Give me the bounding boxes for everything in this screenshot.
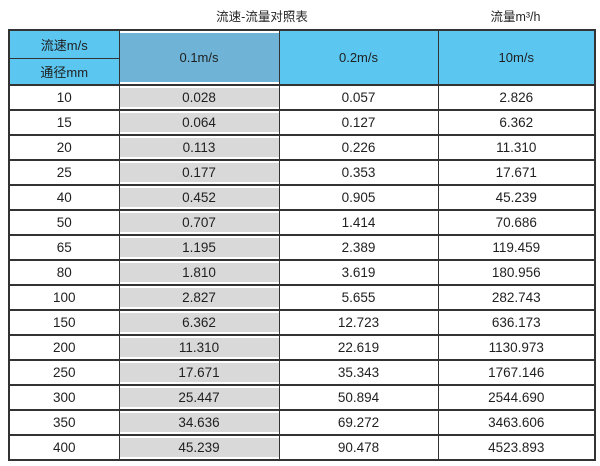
cell-v02: 0.127 (278, 109, 439, 136)
table-row: 150 6.362 12.723 636.173 (8, 309, 596, 336)
cell-v02: 0.353 (278, 159, 439, 186)
table-row: 15 0.064 0.127 6.362 (8, 109, 596, 136)
cell-v10: 17.671 (437, 159, 596, 186)
cell-dn: 65 (8, 234, 120, 261)
cell-dn: 50 (8, 209, 120, 236)
cell-v01: 0.177 (118, 159, 280, 186)
cell-dn: 25 (8, 159, 120, 186)
cell-dn: 40 (8, 184, 120, 211)
cell-dn: 80 (8, 259, 120, 286)
cell-v02: 90.478 (278, 434, 439, 461)
table-body: 10 0.028 0.057 2.826 15 0.064 0.127 6.36… (8, 84, 596, 461)
cell-v02: 5.655 (278, 284, 439, 311)
cell-dn: 250 (8, 359, 120, 386)
cell-v01: 11.310 (118, 334, 280, 361)
table-row: 350 34.636 69.272 3463.606 (8, 409, 596, 436)
table-row: 25 0.177 0.353 17.671 (8, 159, 596, 186)
cell-v10: 1767.146 (437, 359, 596, 386)
velocity-header-cell: 流速m/s (8, 29, 120, 59)
table-row: 80 1.810 3.619 180.956 (8, 259, 596, 286)
cell-dn: 10 (8, 84, 120, 111)
cell-v10: 119.459 (437, 234, 596, 261)
cell-v10: 2544.690 (437, 384, 596, 411)
cell-dn: 20 (8, 134, 120, 161)
cell-v10: 636.173 (437, 309, 596, 336)
cell-v10: 70.686 (437, 209, 596, 236)
cell-dn: 400 (8, 434, 120, 461)
column-header-0-1ms: 0.1m/s (118, 29, 280, 86)
cell-v02: 50.894 (278, 384, 439, 411)
header-row-velocity: 流速m/s 0.1m/s 0.2m/s 10m/s (8, 29, 596, 86)
cell-v02: 69.272 (278, 409, 439, 436)
cell-v01: 2.827 (118, 284, 280, 311)
table-title: 流速-流量对照表 (216, 10, 308, 24)
cell-v01: 25.447 (118, 384, 280, 411)
table-row: 300 25.447 50.894 2544.690 (8, 384, 596, 411)
cell-v02: 0.057 (278, 84, 439, 111)
table-row: 50 0.707 1.414 70.686 (8, 209, 596, 236)
cell-v10: 6.362 (437, 109, 596, 136)
table-row: 40 0.452 0.905 45.239 (8, 184, 596, 211)
cell-v10: 11.310 (437, 134, 596, 161)
cell-v02: 12.723 (278, 309, 439, 336)
cell-dn: 300 (8, 384, 120, 411)
cell-v02: 3.619 (278, 259, 439, 286)
column-header-10ms: 10m/s (437, 29, 596, 86)
cell-v01: 0.064 (118, 109, 280, 136)
title-bar: 流速-流量对照表 流量m³/h (0, 0, 600, 29)
flow-comparison-table: 流速m/s 0.1m/s 0.2m/s 10m/s 通径mm 10 0.028 … (8, 29, 596, 461)
cell-v10: 4523.893 (437, 434, 596, 461)
cell-v02: 2.389 (278, 234, 439, 261)
table-row: 10 0.028 0.057 2.826 (8, 84, 596, 111)
cell-v02: 35.343 (278, 359, 439, 386)
table-header: 流速m/s 0.1m/s 0.2m/s 10m/s 通径mm (8, 29, 596, 86)
column-header-0-2ms: 0.2m/s (278, 29, 439, 86)
cell-v01: 1.810 (118, 259, 280, 286)
table-row: 20 0.113 0.226 11.310 (8, 134, 596, 161)
table-row: 250 17.671 35.343 1767.146 (8, 359, 596, 386)
cell-v01: 1.195 (118, 234, 280, 261)
table-row: 200 11.310 22.619 1130.973 (8, 334, 596, 361)
cell-v10: 282.743 (437, 284, 596, 311)
cell-v01: 17.671 (118, 359, 280, 386)
cell-v02: 0.226 (278, 134, 439, 161)
cell-v10: 180.956 (437, 259, 596, 286)
cell-v02: 22.619 (278, 334, 439, 361)
cell-v01: 0.452 (118, 184, 280, 211)
cell-dn: 100 (8, 284, 120, 311)
cell-v10: 1130.973 (437, 334, 596, 361)
cell-v02: 1.414 (278, 209, 439, 236)
cell-v01: 0.707 (118, 209, 280, 236)
cell-v10: 2.826 (437, 84, 596, 111)
cell-dn: 15 (8, 109, 120, 136)
table-row: 100 2.827 5.655 282.743 (8, 284, 596, 311)
cell-dn: 350 (8, 409, 120, 436)
cell-v01: 0.028 (118, 84, 280, 111)
diameter-header-cell: 通径mm (8, 57, 120, 86)
header-row-diameter: 通径mm (8, 57, 595, 86)
cell-v10: 45.239 (437, 184, 596, 211)
cell-dn: 150 (8, 309, 120, 336)
cell-v10: 3463.606 (437, 409, 596, 436)
flow-unit-label: 流量m³/h (490, 10, 541, 24)
cell-v02: 0.905 (278, 184, 439, 211)
table-row: 65 1.195 2.389 119.459 (8, 234, 596, 261)
cell-v01: 0.113 (118, 134, 280, 161)
cell-v01: 6.362 (118, 309, 280, 336)
cell-v01: 45.239 (118, 434, 280, 461)
cell-v01: 34.636 (118, 409, 280, 436)
cell-dn: 200 (8, 334, 120, 361)
table-row: 400 45.239 90.478 4523.893 (8, 434, 596, 461)
